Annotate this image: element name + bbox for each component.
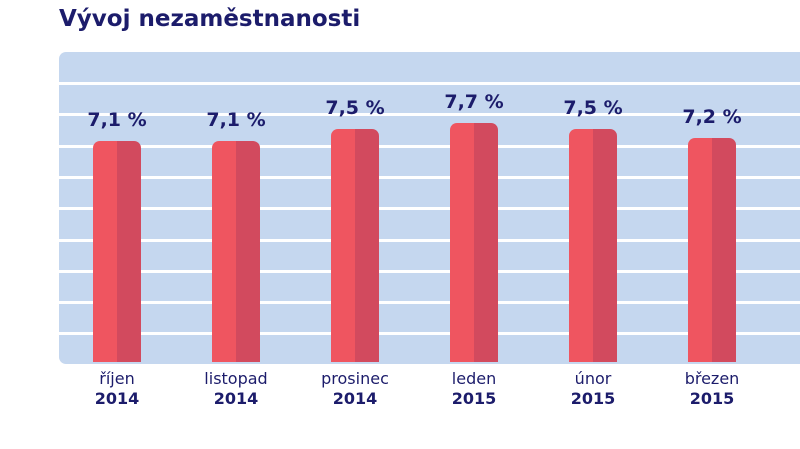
data-label: 7,1 %	[206, 109, 266, 131]
gridline	[59, 207, 800, 210]
gridline	[59, 113, 800, 116]
gridline	[59, 239, 800, 242]
tick-month: březen	[684, 369, 740, 388]
tick-year: 2014	[332, 389, 378, 408]
tick-year: 2014	[94, 389, 140, 408]
data-label: 7,7 %	[444, 91, 504, 113]
gridline	[59, 145, 800, 148]
tick-month: listopad	[204, 369, 268, 388]
bar	[688, 138, 736, 362]
chart-title: Vývoj nezaměstnanosti	[59, 6, 361, 32]
tick-year: 2015	[570, 389, 616, 408]
x-tick-label: říjen 2014	[57, 369, 177, 409]
bar	[93, 141, 141, 362]
data-label: 7,5 %	[325, 97, 385, 119]
gridline	[59, 270, 800, 273]
tick-year: 2015	[451, 389, 497, 408]
bar	[569, 129, 617, 362]
gridline	[59, 176, 800, 179]
data-label: 7,1 %	[87, 109, 147, 131]
bar	[212, 141, 260, 362]
tick-year: 2014	[213, 389, 259, 408]
tick-month: prosinec	[321, 369, 389, 388]
plot-area	[59, 52, 800, 364]
tick-month: leden	[451, 369, 497, 388]
x-tick-label: leden 2015	[414, 369, 534, 409]
x-tick-label: únor 2015	[533, 369, 653, 409]
tick-month: únor	[574, 369, 612, 388]
bar	[331, 129, 379, 362]
x-tick-label: listopad 2014	[176, 369, 296, 409]
tick-month: říjen	[99, 369, 135, 388]
x-tick-label: prosinec 2014	[295, 369, 415, 409]
gridline	[59, 82, 800, 85]
tick-year: 2015	[689, 389, 735, 408]
x-tick-label: březen 2015	[652, 369, 772, 409]
gridline	[59, 301, 800, 304]
data-label: 7,5 %	[563, 97, 623, 119]
bar	[450, 123, 498, 362]
data-label: 7,2 %	[682, 106, 742, 128]
gridline	[59, 332, 800, 335]
